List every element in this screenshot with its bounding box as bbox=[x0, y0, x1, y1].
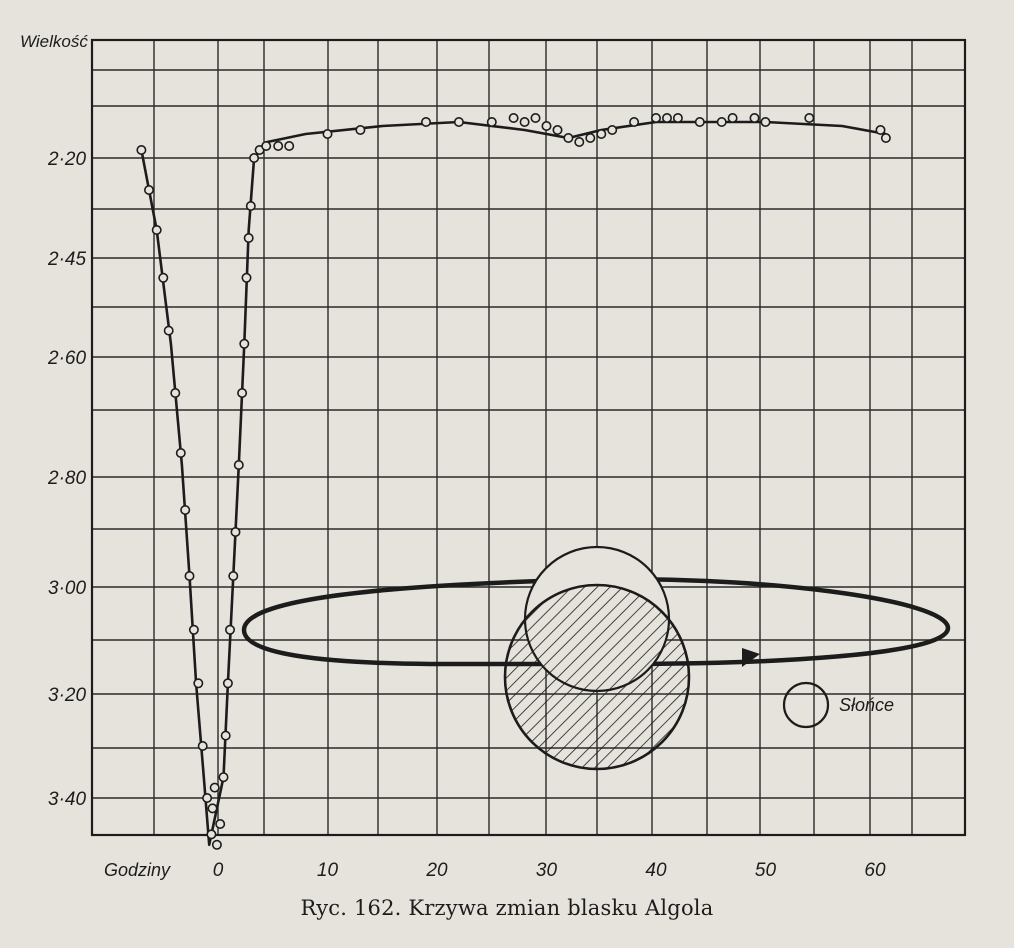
chart-frame bbox=[90, 38, 967, 837]
sun-circle bbox=[782, 681, 830, 729]
observation-point bbox=[273, 141, 284, 152]
light-curve-line bbox=[140, 120, 887, 847]
observation-point bbox=[322, 129, 333, 140]
x-tick-label: 20 bbox=[425, 860, 448, 881]
x-axis-label: Godziny bbox=[104, 860, 171, 880]
observation-point bbox=[727, 113, 738, 124]
observation-point bbox=[508, 113, 519, 124]
observation-point bbox=[215, 818, 226, 829]
observation-point bbox=[519, 117, 530, 128]
y-axis-label: Wielkość bbox=[20, 32, 88, 51]
observation-point bbox=[245, 201, 256, 212]
observation-point bbox=[237, 387, 248, 398]
observation-point bbox=[243, 233, 254, 244]
orbit-diagram: Słońce bbox=[241, 545, 951, 771]
observation-point bbox=[530, 113, 541, 124]
x-tick-label: 30 bbox=[536, 860, 558, 881]
observation-point bbox=[453, 117, 464, 128]
sun-label: Słońce bbox=[839, 695, 894, 715]
observation-point bbox=[233, 459, 244, 470]
observation-point bbox=[175, 447, 186, 458]
observation-point bbox=[760, 117, 771, 128]
observation-point bbox=[170, 387, 181, 398]
observation-point bbox=[585, 133, 596, 144]
figure-caption: Ryc. 162. Krzywa zmian blasku Algola bbox=[300, 896, 714, 920]
observation-point bbox=[574, 137, 585, 148]
dark-companion-circle bbox=[503, 583, 691, 771]
observation-point bbox=[136, 145, 147, 156]
observation-point bbox=[144, 185, 155, 196]
observation-point bbox=[220, 730, 231, 741]
observation-point bbox=[804, 113, 815, 124]
observation-point bbox=[672, 113, 683, 124]
observation-point bbox=[552, 125, 563, 136]
y-tick-label: 2·80 bbox=[47, 468, 86, 489]
observation-point bbox=[629, 117, 640, 128]
observation-point bbox=[355, 125, 366, 136]
light-curve-series bbox=[140, 120, 887, 847]
observation-point bbox=[650, 113, 661, 124]
observation-point bbox=[207, 803, 218, 814]
observation-point bbox=[197, 740, 208, 751]
observation-point bbox=[193, 678, 204, 689]
observation-point bbox=[202, 792, 213, 803]
x-tick-labels: 0 10 20 30 40 50 60 bbox=[213, 860, 886, 881]
x-tick-label: 10 bbox=[317, 860, 339, 881]
x-tick-label: 40 bbox=[645, 860, 667, 881]
observation-point bbox=[184, 570, 195, 581]
chart-grid bbox=[92, 40, 965, 835]
observation-point bbox=[261, 141, 272, 152]
observation-point bbox=[241, 272, 252, 283]
observation-point bbox=[188, 624, 199, 635]
y-tick-label: 2·45 bbox=[47, 249, 86, 270]
y-tick-label: 2·60 bbox=[47, 348, 86, 369]
observation-point bbox=[225, 624, 236, 635]
observation-point bbox=[230, 526, 241, 537]
observation-point bbox=[596, 129, 607, 140]
observation-point bbox=[211, 839, 222, 850]
orbit-direction-arrow bbox=[742, 648, 760, 667]
observation-point bbox=[661, 113, 672, 124]
observation-points bbox=[136, 113, 891, 850]
observation-point bbox=[163, 325, 174, 336]
observation-point bbox=[228, 570, 239, 581]
observation-point bbox=[158, 272, 169, 283]
observation-point bbox=[694, 117, 705, 128]
observation-point bbox=[880, 133, 891, 144]
observation-point bbox=[875, 125, 886, 136]
observation-point bbox=[206, 829, 217, 840]
observation-point bbox=[541, 121, 552, 132]
observation-point bbox=[486, 117, 497, 128]
observation-point bbox=[151, 225, 162, 236]
observation-point bbox=[420, 117, 431, 128]
observation-point bbox=[716, 117, 727, 128]
observation-point bbox=[239, 338, 250, 349]
observation-point bbox=[563, 133, 574, 144]
observation-point bbox=[222, 678, 233, 689]
y-tick-labels: 2·20 2·45 2·60 2·80 3·00 3·20 3·40 bbox=[47, 149, 86, 810]
observation-point bbox=[749, 113, 760, 124]
observation-point bbox=[284, 141, 295, 152]
x-tick-label: 0 bbox=[213, 860, 224, 881]
observation-point bbox=[180, 504, 191, 515]
observation-point bbox=[607, 125, 618, 136]
observation-point bbox=[209, 782, 220, 793]
y-tick-label: 3·00 bbox=[48, 578, 86, 599]
x-tick-label: 60 bbox=[864, 860, 886, 881]
observation-point bbox=[218, 772, 229, 783]
x-tick-label: 50 bbox=[755, 860, 777, 881]
observation-point bbox=[249, 153, 260, 164]
y-tick-label: 3·40 bbox=[48, 789, 86, 810]
y-tick-label: 3·20 bbox=[48, 685, 86, 706]
y-tick-label: 2·20 bbox=[47, 149, 86, 170]
